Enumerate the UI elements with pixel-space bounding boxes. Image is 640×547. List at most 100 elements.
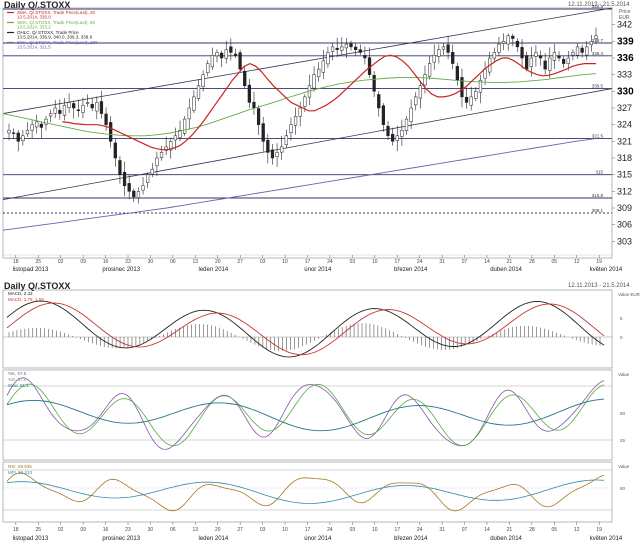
candle-body-down bbox=[233, 53, 238, 56]
bottom-x-tick-label: 10 bbox=[282, 527, 288, 533]
stoch-legend-label: %D, 57.5 bbox=[8, 377, 27, 382]
candle-body-down bbox=[543, 60, 547, 70]
candle-body-up bbox=[159, 152, 164, 158]
price-y-tick-label: 336 bbox=[617, 53, 634, 64]
candle-body-down bbox=[460, 77, 464, 98]
bottom-x-tick-label: 05 bbox=[552, 527, 558, 533]
bottom-month-label: březen 2014 bbox=[394, 536, 428, 542]
candle-body-down bbox=[511, 35, 515, 39]
legend-label: SMA, Q/.STOXX, Trade Price(Last), 50 bbox=[17, 20, 95, 25]
price-x-tick-label: 23 bbox=[125, 259, 131, 265]
candle-body-down bbox=[118, 160, 122, 175]
candle-body-up bbox=[95, 102, 99, 112]
bottom-x-tick-label: 20 bbox=[215, 527, 221, 533]
candle-body-up bbox=[423, 74, 427, 86]
candle-body-down bbox=[446, 44, 450, 53]
price-x-tick-label: 03 bbox=[260, 259, 266, 265]
price-x-tick-label: 02 bbox=[58, 259, 64, 265]
bottom-x-tick-label: 13 bbox=[193, 527, 199, 533]
legend-value: 13.5.2014, 321.5 bbox=[17, 45, 51, 50]
bottom-month-label: leden 2014 bbox=[199, 536, 229, 542]
candle-body-up bbox=[164, 146, 168, 151]
candle-body-down bbox=[11, 132, 16, 134]
candle-body-down bbox=[127, 183, 131, 192]
candle-body-up bbox=[409, 107, 413, 122]
price-x-tick-label: 17 bbox=[394, 259, 400, 265]
bottom-x-tick-label: 02 bbox=[58, 527, 64, 533]
candle-body-up bbox=[441, 46, 446, 50]
candle-body-up bbox=[534, 52, 538, 57]
level-label: 310.8 bbox=[592, 193, 604, 198]
level-label: 330.5 bbox=[592, 84, 604, 89]
bottom-x-tick-label: 16 bbox=[103, 527, 109, 533]
candle-body-down bbox=[464, 96, 469, 103]
price-x-tick-label: 30 bbox=[148, 259, 154, 265]
candle-body-down bbox=[381, 105, 386, 125]
candle-body-down bbox=[109, 122, 113, 142]
candle-body-down bbox=[520, 47, 524, 59]
price-x-tick-label: 10 bbox=[282, 259, 288, 265]
candle-body-up bbox=[44, 118, 48, 125]
candle-body-up bbox=[437, 49, 441, 57]
candle-body-up bbox=[474, 91, 478, 99]
candle-body-up bbox=[312, 74, 316, 89]
candle-body-up bbox=[284, 135, 288, 145]
candle-body-up bbox=[183, 118, 187, 134]
candle-body-up bbox=[469, 96, 473, 106]
candle-body-down bbox=[455, 66, 459, 81]
candle-body-up bbox=[340, 46, 344, 51]
rsi-legend-label: RSI, 59.935 bbox=[8, 464, 32, 469]
bottom-x-tick-label: 09 bbox=[80, 527, 86, 533]
legend-value: 13.5.2014, 333.2 bbox=[17, 25, 51, 30]
price-x-tick-label: 21 bbox=[507, 259, 513, 265]
price-x-tick-label: 07 bbox=[462, 259, 468, 265]
price-x-tick-label: 27 bbox=[237, 259, 243, 265]
candle-body-down bbox=[525, 55, 529, 70]
candle-body-up bbox=[155, 157, 159, 167]
price-x-tick-label: 31 bbox=[439, 259, 445, 265]
channel-upper-line bbox=[2, 7, 613, 114]
candle-body-down bbox=[104, 113, 108, 125]
candle-body-up bbox=[566, 57, 570, 64]
candle-body-up bbox=[192, 96, 196, 111]
candle-body-up bbox=[196, 85, 201, 99]
candle-body-up bbox=[321, 60, 325, 73]
candle-body-down bbox=[99, 101, 104, 114]
candle-body-down bbox=[256, 108, 261, 125]
sma20-line bbox=[62, 54, 596, 151]
candle-body-up bbox=[25, 129, 30, 135]
candle-body-down bbox=[451, 52, 455, 64]
candle-body-up bbox=[7, 129, 11, 134]
stoch-panel-frame bbox=[2, 369, 613, 461]
candle-body-up bbox=[330, 46, 335, 52]
candle-body-up bbox=[575, 46, 580, 56]
macd-legend-label: MACD, 1.75, 1.59 bbox=[8, 297, 44, 302]
bottom-date-range: 12.11.2013 - 21.5.2014 bbox=[568, 283, 630, 289]
price-y-tick-label: 321 bbox=[617, 136, 632, 146]
price-y-tick-label: 306 bbox=[617, 220, 632, 230]
price-y-tick-label: 315 bbox=[617, 170, 632, 180]
candle-body-up bbox=[210, 54, 214, 68]
candle-body-up bbox=[303, 96, 307, 107]
candle-body-up bbox=[326, 52, 330, 65]
bottom-x-tick-label: 31 bbox=[439, 527, 445, 533]
candle-body-up bbox=[224, 49, 228, 59]
candle-body-down bbox=[229, 46, 233, 53]
candle-body-up bbox=[529, 57, 533, 68]
price-x-tick-label: 13 bbox=[193, 259, 199, 265]
candle-body-up bbox=[215, 52, 219, 57]
bottom-x-tick-label: 24 bbox=[417, 527, 423, 533]
bottom-x-tick-label: 19 bbox=[596, 527, 602, 533]
candle-body-down bbox=[266, 139, 270, 153]
price-month-label: listopad 2013 bbox=[13, 267, 49, 273]
candle-body-up bbox=[280, 146, 284, 153]
bottom-x-tick-label: 14 bbox=[484, 527, 490, 533]
bottom-x-tick-label: 18 bbox=[13, 527, 19, 533]
bottom-x-tick-label: 12 bbox=[574, 527, 580, 533]
candle-body-up bbox=[62, 104, 67, 116]
candle-body-up bbox=[81, 104, 85, 113]
level-label: 344.8 bbox=[592, 4, 604, 9]
candle-body-down bbox=[391, 133, 395, 142]
macd-y-tick-label: 5 bbox=[620, 316, 623, 321]
price-month-label: únor 2014 bbox=[304, 267, 332, 273]
